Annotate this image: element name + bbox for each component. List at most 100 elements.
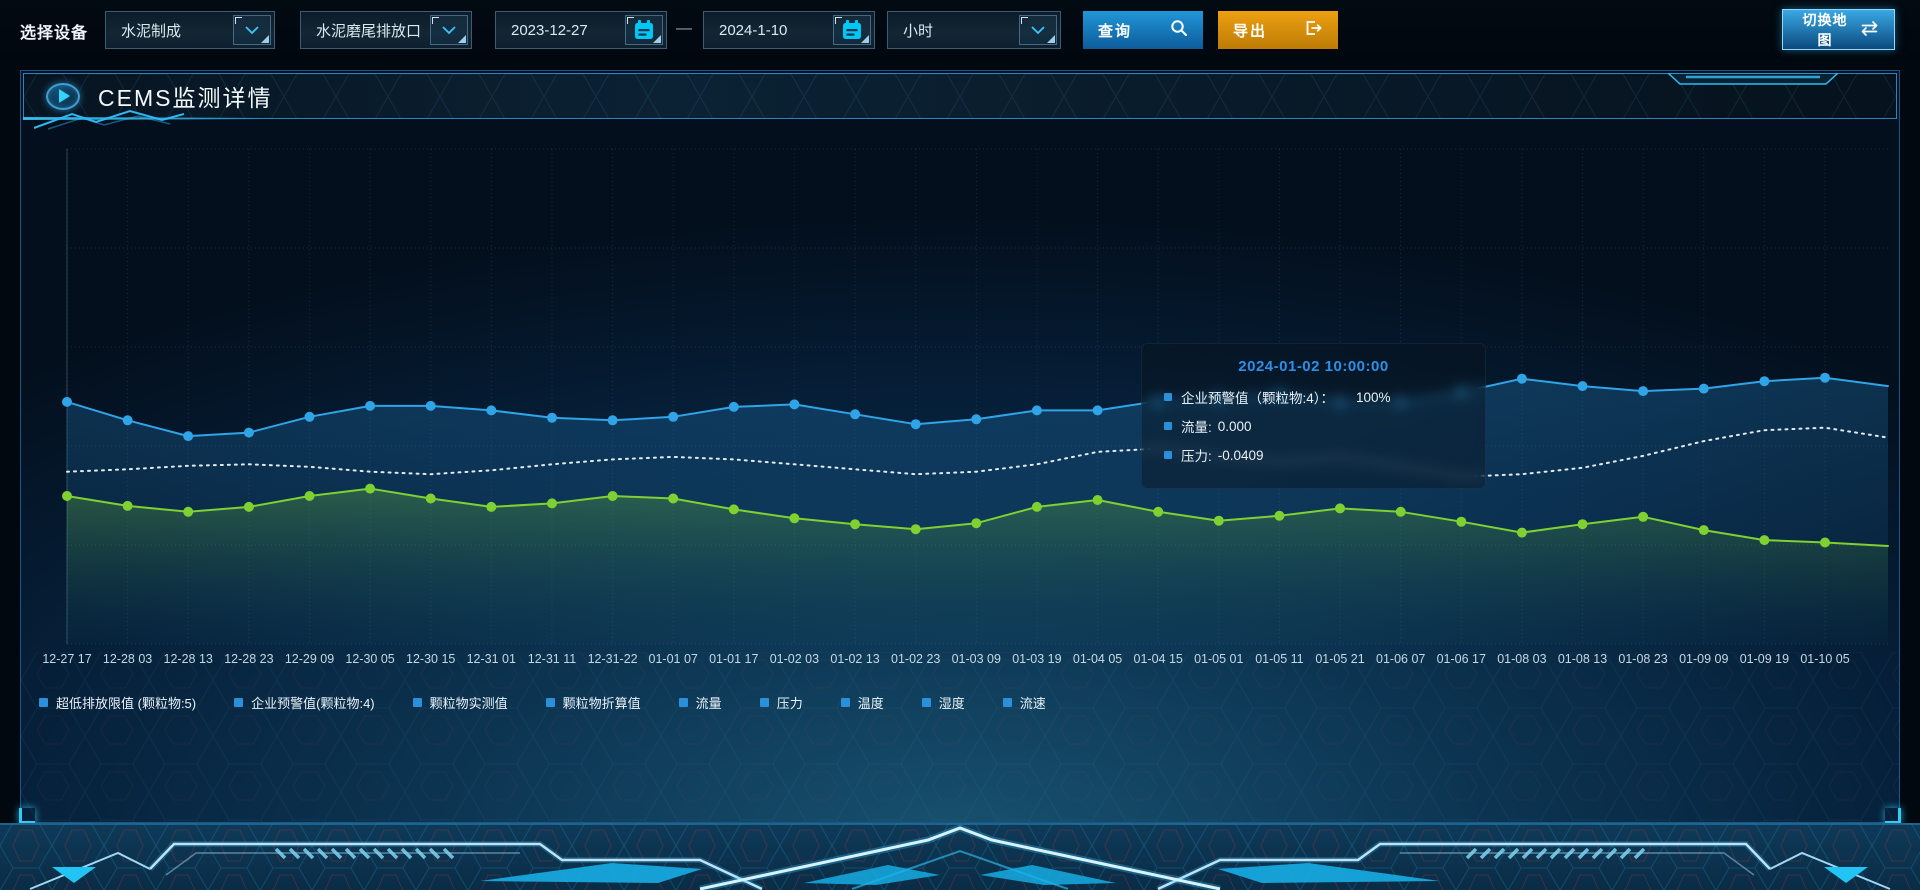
interval-select[interactable]: 小时 <box>887 11 1061 49</box>
x-axis-label: 01-02 03 <box>770 652 819 666</box>
legend-marker <box>234 698 244 707</box>
x-axis-label: 12-31 11 <box>528 652 576 666</box>
legend-label: 企业预警值(颗粒物:4) <box>251 696 375 711</box>
toolbar: 选择设备 水泥制成 水泥磨尾排放口 2023-12-27 — 2024-1-10 <box>0 0 1920 60</box>
switch-map-label: 切换地图 <box>1802 11 1848 48</box>
page-title: CEMS监测详情 <box>98 85 273 111</box>
x-axis-label: 01-03 19 <box>1012 652 1061 666</box>
outlet-select[interactable]: 水泥磨尾排放口 <box>300 11 472 49</box>
x-axis-label: 01-09 19 <box>1740 652 1789 666</box>
chevron-down-icon <box>233 15 271 45</box>
legend-marker <box>1002 698 1012 707</box>
panel-corner-accent <box>19 808 35 824</box>
export-button-label: 导出 <box>1233 22 1268 40</box>
legend-marker <box>921 698 931 707</box>
legend-label: 流量 <box>695 696 722 711</box>
interval-value: 小时 <box>903 22 934 40</box>
legend-item[interactable]: 压力 <box>759 693 803 712</box>
switch-map-button[interactable]: 切换地图 <box>1782 9 1895 50</box>
tooltip-item-label: 压力: <box>1181 449 1212 464</box>
x-axis-label: 01-09 09 <box>1679 652 1728 666</box>
x-axis-label: 01-02 13 <box>830 652 879 666</box>
calendar-icon <box>625 15 663 45</box>
query-button-label: 查询 <box>1098 22 1133 40</box>
header-notch-decoration <box>1668 73 1838 85</box>
legend-label: 流速 <box>1019 696 1046 711</box>
legend-marker <box>545 698 555 707</box>
play-icon <box>46 82 80 110</box>
tooltip-series-marker <box>1164 422 1172 430</box>
export-icon <box>1304 19 1323 41</box>
legend-marker <box>412 698 422 707</box>
legend-marker <box>678 698 688 707</box>
x-axis-label: 12-29 09 <box>285 652 334 666</box>
legend-item[interactable]: 温度 <box>840 693 884 712</box>
tooltip-title: 2024-01-02 10:00:00 <box>1238 358 1389 375</box>
tooltip-series-marker <box>1164 451 1172 459</box>
white-dashed-line <box>66 426 1889 478</box>
x-axis-label: 12-31-22 <box>588 652 638 666</box>
end-date-value: 2024-1-10 <box>719 21 788 39</box>
x-axis-label: 01-02 23 <box>891 652 940 666</box>
green-line-area <box>67 488 1888 644</box>
x-axis-label: 01-04 05 <box>1073 652 1122 666</box>
device-type-select[interactable]: 水泥制成 <box>105 11 275 49</box>
x-axis-label: 01-10 05 <box>1800 652 1849 666</box>
x-axis-label: 12-28 03 <box>103 652 152 666</box>
chevron-down-icon <box>430 15 468 45</box>
x-axis-label: 12-27 17 <box>42 652 91 666</box>
x-axis-label: 01-08 03 <box>1497 652 1546 666</box>
tooltip-item-value: -0.0409 <box>1217 447 1264 463</box>
legend-marker <box>759 698 769 707</box>
tooltip-series-marker <box>1164 393 1172 401</box>
panel-header: CEMS监测详情 <box>23 73 1897 130</box>
legend-item[interactable]: 企业预警值(颗粒物:4) <box>234 693 375 712</box>
swap-icon <box>1860 20 1879 40</box>
x-axis-label: 12-31 01 <box>467 652 516 666</box>
x-axis-labels: 12-27 17 12-28 03 12-28 13 12-28 23 12-29 09… <box>42 652 1849 666</box>
legend-label: 压力 <box>776 696 803 711</box>
bottom-frame-decoration <box>0 823 1920 890</box>
x-axis-label: 01-08 23 <box>1618 652 1667 666</box>
start-date-value: 2023-12-27 <box>511 21 588 39</box>
legend-item[interactable]: 湿度 <box>921 693 965 712</box>
tooltip-item: 流量: 0.000 <box>1164 416 1463 436</box>
query-button[interactable]: 查询 <box>1083 11 1203 49</box>
export-button[interactable]: 导出 <box>1218 11 1338 49</box>
legend: 超低排放限值 (颗粒物:5) 企业预警值(颗粒物:4) 颗粒物实测值 颗粒物折算值 流量… <box>39 693 1046 712</box>
x-axis-label: 01-05 01 <box>1194 652 1243 666</box>
tooltip-item: 压力: -0.0409 <box>1164 445 1463 465</box>
x-axis-label: 01-04 15 <box>1134 652 1183 666</box>
tooltip-item-value: 100% <box>1356 389 1391 405</box>
panel-corner-accent <box>1885 808 1901 824</box>
legend-label: 颗粒物实测值 <box>429 696 508 711</box>
x-axis-label: 01-01 17 <box>709 652 758 666</box>
x-axis-label: 01-05 11 <box>1255 652 1303 666</box>
green-line-points <box>62 483 1830 548</box>
x-axis-label: 01-05 21 <box>1315 652 1364 666</box>
cems-panel: CEMS监测详情 12-27 17 12-28 03 12-28 13 12-28 2… <box>19 70 1901 824</box>
legend-label: 超低排放限值 (颗粒物:5) <box>56 696 197 711</box>
legend-marker <box>840 698 850 707</box>
tooltip-item-label: 流量: <box>1181 420 1212 435</box>
x-axis-label: 01-06 07 <box>1376 652 1425 666</box>
device-type-value: 水泥制成 <box>121 22 182 40</box>
legend-item[interactable]: 超低排放限值 (颗粒物:5) <box>39 693 196 712</box>
legend-label: 颗粒物折算值 <box>562 696 641 711</box>
x-axis-label: 12-28 23 <box>224 652 273 666</box>
chart-area: 12-27 17 12-28 03 12-28 13 12-28 23 12-29 09… <box>31 131 1891 691</box>
x-axis-label: 12-28 13 <box>164 652 213 666</box>
chart-canvas[interactable]: 12-27 17 12-28 03 12-28 13 12-28 23 12-29 09… <box>31 131 1891 691</box>
end-date-input[interactable]: 2024-1-10 <box>703 11 875 49</box>
device-select-label: 选择设备 <box>20 25 89 42</box>
legend-item[interactable]: 流速 <box>1002 693 1046 712</box>
legend-item[interactable]: 颗粒物实测值 <box>412 693 508 712</box>
tooltip-item-label: 企业预警值（颗粒物:4）： <box>1181 391 1335 406</box>
legend-item[interactable]: 颗粒物折算值 <box>545 693 641 712</box>
legend-item[interactable]: 流量 <box>678 693 722 712</box>
chevron-down-icon <box>1019 15 1057 45</box>
x-axis-label: 12-30 15 <box>406 652 455 666</box>
start-date-input[interactable]: 2023-12-27 <box>495 11 667 49</box>
tooltip-items: 企业预警值（颗粒物:4）： 100% 流量: 0.000 压力: -0.0409 <box>1164 387 1463 465</box>
